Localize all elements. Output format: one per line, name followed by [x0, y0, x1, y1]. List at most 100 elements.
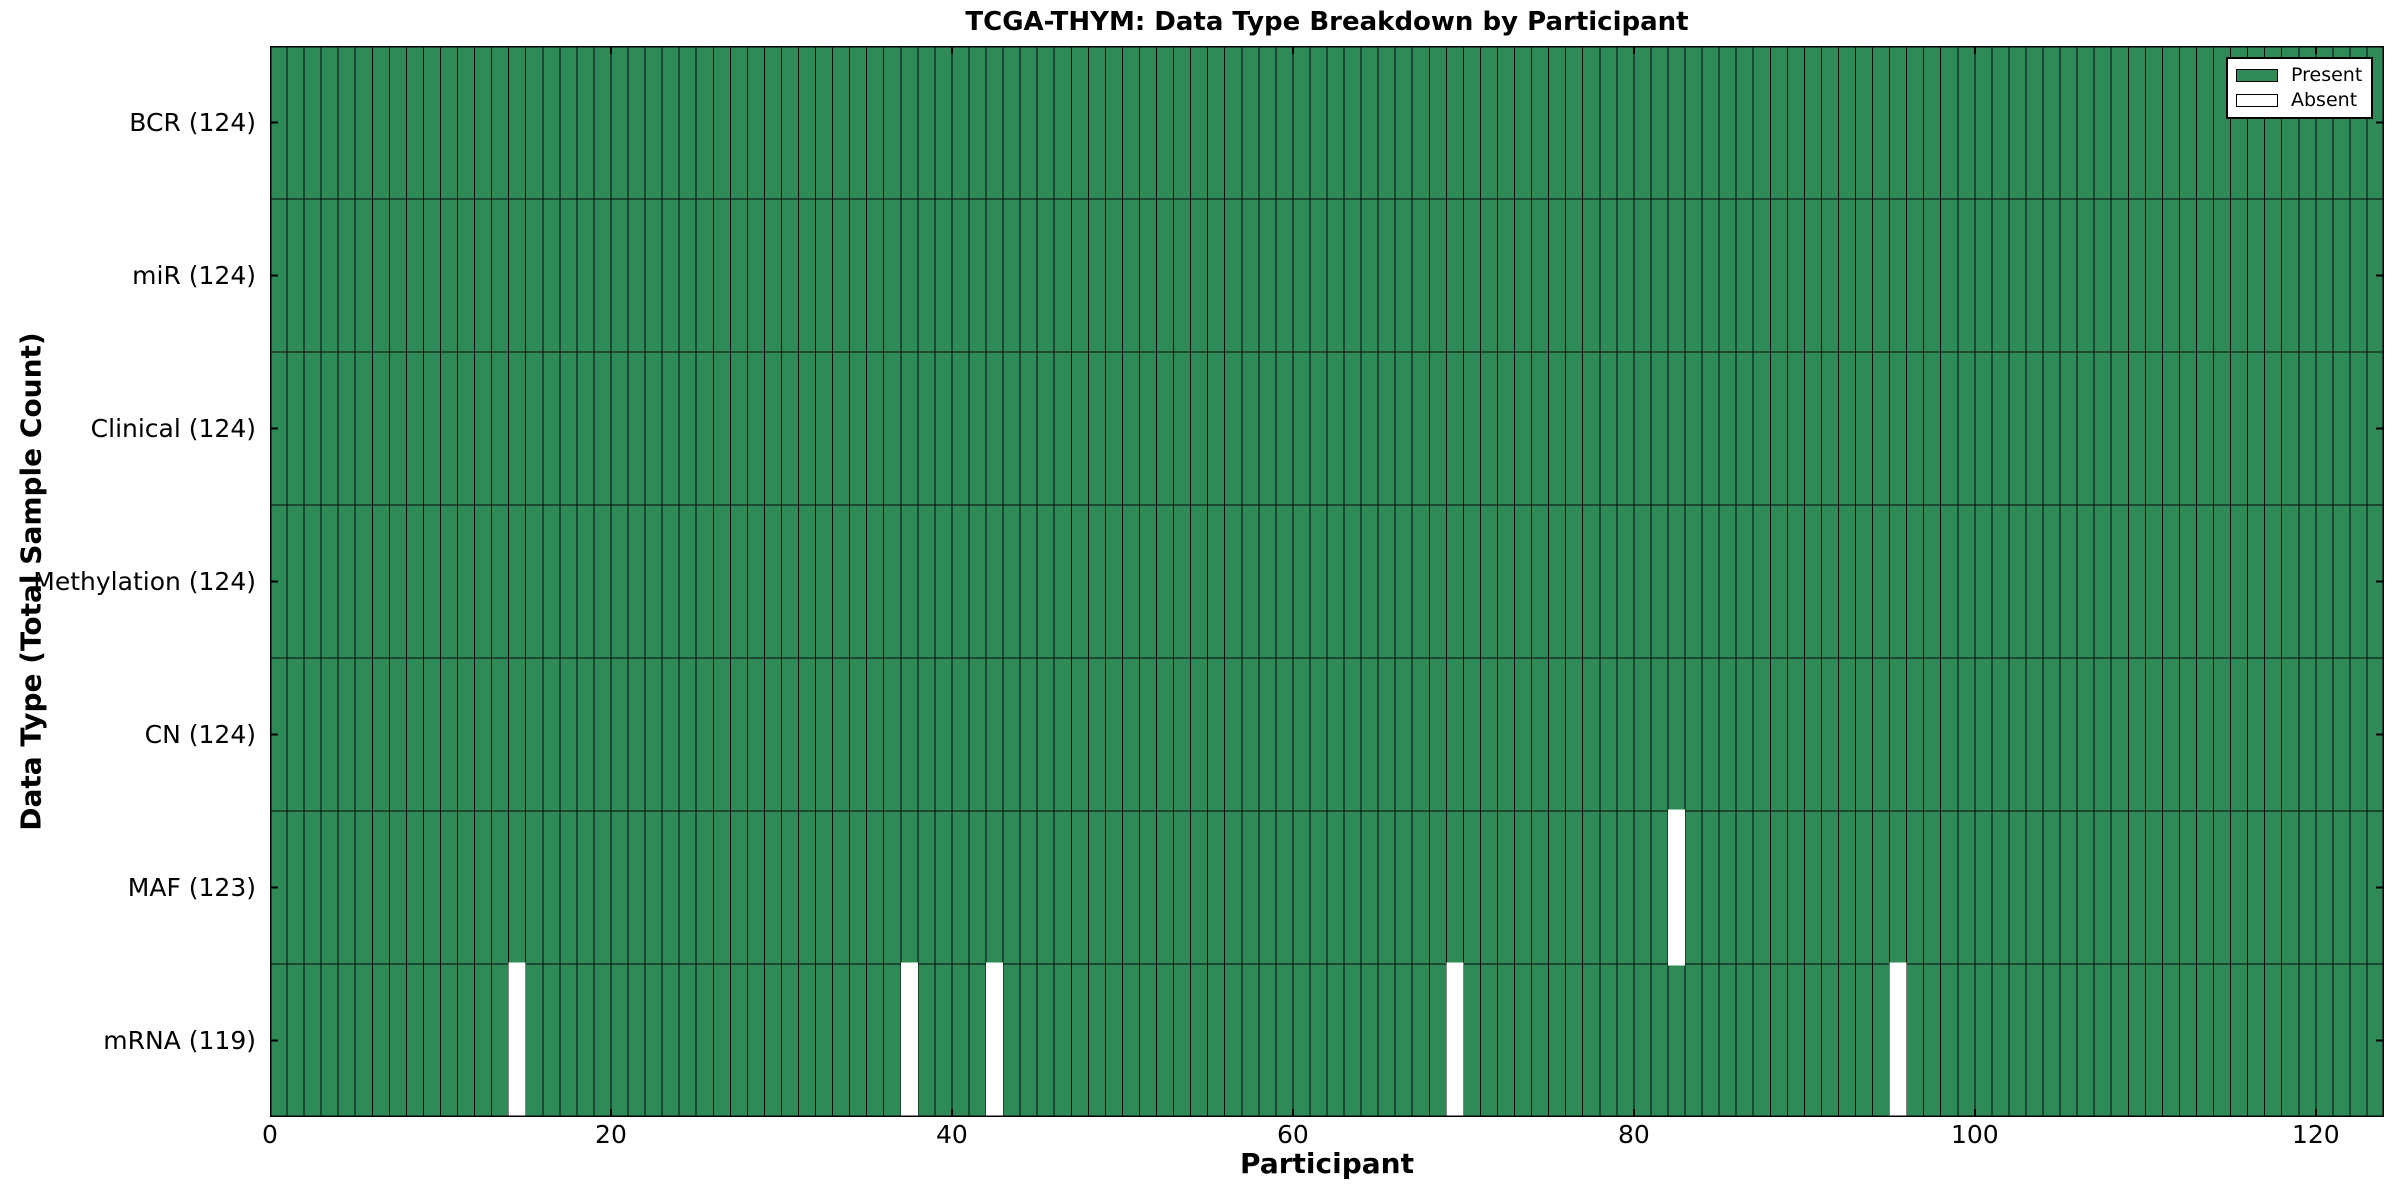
- heatmap-cell: [2349, 810, 2368, 965]
- heatmap-cell: [1411, 351, 1430, 506]
- heatmap-cell: [1735, 46, 1754, 200]
- heatmap-cell: [405, 46, 424, 200]
- heatmap-cell: [1019, 46, 1038, 200]
- heatmap-cell: [1002, 963, 1021, 1117]
- heatmap-cell: [593, 657, 612, 812]
- heatmap-cell: [2178, 504, 2197, 659]
- heatmap-cell: [576, 351, 595, 506]
- heatmap-cell: [900, 810, 919, 965]
- heatmap-cell: [1701, 351, 1720, 506]
- heatmap-cell: [712, 46, 731, 200]
- heatmap-cell: [729, 46, 748, 200]
- heatmap-cell: [1326, 963, 1345, 1117]
- heatmap-cell: [1667, 963, 1686, 1117]
- heatmap-cell: [2195, 810, 2215, 965]
- heatmap-cell: [1701, 810, 1720, 965]
- heatmap-cell: [934, 351, 953, 506]
- heatmap-cell: [1070, 504, 1089, 659]
- heatmap-cell: [798, 810, 817, 965]
- heatmap-cell: [1190, 46, 1209, 200]
- heatmap-cell: [1786, 810, 1805, 965]
- heatmap-cell: [1224, 657, 1243, 812]
- heatmap-cell: [457, 963, 476, 1117]
- heatmap-cell: [405, 504, 424, 659]
- heatmap-cell: [1684, 810, 1703, 965]
- heatmap-cell: [1684, 46, 1703, 200]
- heatmap-cell: [1599, 198, 1618, 353]
- heatmap-cell: [1087, 657, 1106, 812]
- heatmap-cell: [610, 810, 629, 965]
- heatmap-cell: [1650, 46, 1669, 200]
- heatmap-cell: [1343, 963, 1362, 1117]
- heatmap-cell: [2213, 810, 2232, 965]
- heatmap-cell: [1735, 657, 1754, 812]
- heatmap-cell: [1479, 198, 1498, 353]
- heatmap-cell: [1633, 504, 1652, 659]
- heatmap-cell: [1616, 657, 1635, 812]
- heatmap-cell: [1667, 809, 1686, 966]
- heatmap-cell: [2195, 963, 2215, 1117]
- heatmap-cell: [1241, 351, 1260, 506]
- heatmap-cell: [1138, 810, 1158, 965]
- heatmap-cell: [2315, 351, 2334, 506]
- heatmap-cell: [1701, 198, 1720, 353]
- heatmap-cell: [2195, 504, 2215, 659]
- heatmap-cell: [1872, 351, 1891, 506]
- heatmap-cell: [2349, 504, 2368, 659]
- heatmap-cell: [1070, 657, 1089, 812]
- heatmap-cell: [2093, 198, 2112, 353]
- heatmap-cell: [2042, 504, 2061, 659]
- heatmap-cell: [1565, 198, 1584, 353]
- heatmap-cell: [2042, 963, 2061, 1117]
- heatmap-cell: [695, 351, 714, 506]
- heatmap-cell: [2230, 504, 2249, 659]
- heatmap-cell: [354, 810, 373, 965]
- heatmap-cell: [2366, 963, 2384, 1117]
- heatmap-cell: [2332, 963, 2351, 1117]
- heatmap-cell: [559, 351, 578, 506]
- heatmap-cell: [2178, 963, 2197, 1117]
- heatmap-cell: [1718, 657, 1737, 812]
- heatmap-cell: [985, 657, 1004, 812]
- heatmap-cell: [1616, 351, 1635, 506]
- heatmap-cell: [1241, 810, 1260, 965]
- heatmap-cell: [1411, 504, 1430, 659]
- heatmap-cell: [2076, 504, 2095, 659]
- heatmap-cell: [1650, 504, 1669, 659]
- heatmap-cell: [1803, 963, 1822, 1117]
- heatmap-cell: [1377, 963, 1396, 1117]
- heatmap-cell: [337, 810, 356, 965]
- heatmap-cell: [1957, 198, 1976, 353]
- x-tick-label-80: 80: [1617, 1120, 1650, 1149]
- heatmap-cell: [763, 46, 782, 200]
- heatmap-cell: [1667, 657, 1686, 812]
- heatmap-cell: [1309, 963, 1328, 1117]
- heatmap-cell: [1667, 198, 1686, 353]
- heatmap-cell: [849, 351, 868, 506]
- heatmap-cell: [1718, 46, 1737, 200]
- heatmap-cell: [1582, 351, 1601, 506]
- heatmap-cell: [1207, 46, 1226, 200]
- heatmap-cell: [354, 46, 373, 200]
- heatmap-cell: [286, 351, 305, 506]
- heatmap-cell: [2161, 810, 2180, 965]
- heatmap-cell: [1616, 504, 1635, 659]
- heatmap-cell: [1326, 46, 1345, 200]
- heatmap-cell: [1343, 504, 1362, 659]
- heatmap-cell: [474, 351, 493, 506]
- heatmap-cell: [849, 963, 868, 1117]
- heatmap-cell: [1224, 46, 1243, 200]
- heatmap-cell: [1445, 351, 1464, 506]
- heatmap-cell: [1667, 46, 1686, 200]
- heatmap-cell: [695, 46, 714, 200]
- heatmap-cell: [1292, 810, 1311, 965]
- heatmap-cell: [2042, 351, 2061, 506]
- heatmap-cell: [388, 46, 407, 200]
- heatmap-cell: [2144, 198, 2163, 353]
- heatmap-cell: [1548, 351, 1567, 506]
- y-tick-label-methylation: Methylation (124): [33, 566, 256, 596]
- heatmap-cell: [1002, 810, 1021, 965]
- heatmap-cell: [695, 810, 714, 965]
- heatmap-cell: [2298, 810, 2317, 965]
- heatmap-cell: [1906, 198, 1925, 353]
